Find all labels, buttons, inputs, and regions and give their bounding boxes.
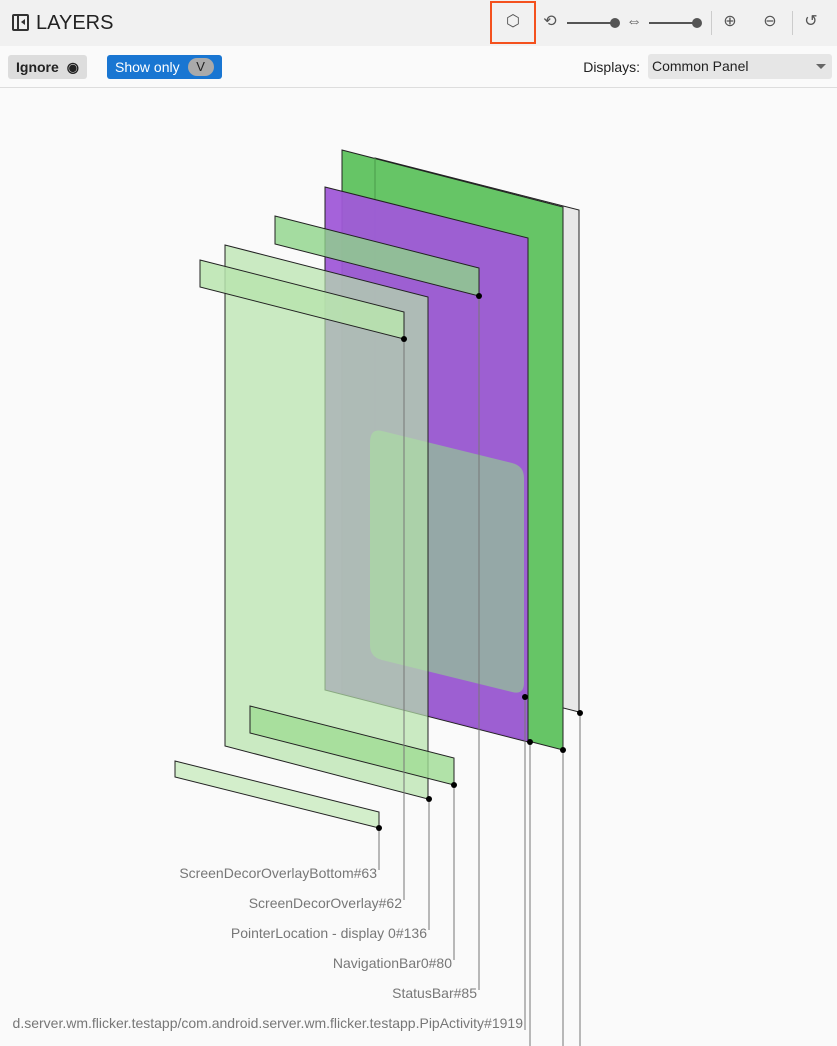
spacing-slider[interactable] [649, 22, 697, 24]
leader-lines [378, 296, 581, 1046]
displays-label: Displays: [583, 58, 640, 75]
zoom-in-icon[interactable]: ⊕ [723, 13, 737, 30]
rotation-slider[interactable] [567, 22, 615, 24]
eye-icon: ◉ [66, 59, 79, 75]
ignore-button[interactable]: Ignore ◉ [8, 55, 87, 79]
show-only-label: Show only [115, 59, 180, 75]
displays-select[interactable]: Common Panel [648, 54, 832, 79]
displays-value: Common Panel [652, 58, 749, 74]
panel-toggle-icon[interactable] [12, 14, 29, 31]
rotation-slider-handle[interactable] [610, 18, 620, 28]
anchor-dots [376, 293, 583, 831]
layers-3d-canvas[interactable]: ScreenDecorOverlayBottom#63 ScreenDecorO… [0, 88, 837, 1046]
layer-label[interactable]: NavigationBar0#80 [333, 955, 452, 971]
layer-label[interactable]: ScreenDecorOverlayBottom#63 [179, 865, 377, 881]
reset-history-icon[interactable]: ↺ [804, 13, 818, 30]
header: LAYERS ⬡ ⟲ ⇔ ⊕ ⊖ ↺ [0, 0, 837, 46]
page-title: LAYERS [36, 12, 114, 34]
3d-view-button[interactable]: ⬡ [490, 1, 536, 44]
spacing-icon: ⇔ [626, 13, 642, 30]
ignore-label: Ignore [16, 59, 59, 75]
show-only-button[interactable]: Show only V [107, 55, 222, 79]
layer-label[interactable]: d.server.wm.flicker.testapp/com.android.… [13, 1015, 524, 1031]
displays-row: Displays: Common Panel [583, 54, 832, 79]
layer-label[interactable]: ScreenDecorOverlay#62 [249, 895, 403, 911]
rotate-icon: ⟲ [543, 13, 557, 30]
3d-cube-icon: ⬡ [506, 13, 520, 30]
zoom-out-icon[interactable]: ⊖ [763, 13, 777, 30]
spacing-slider-handle[interactable] [692, 18, 702, 28]
dropdown-arrow-icon [816, 64, 826, 69]
shortcut-chip: V [187, 58, 214, 76]
layer-label[interactable]: StatusBar#85 [392, 985, 477, 1001]
layer-label[interactable]: PointerLocation - display 0#136 [231, 925, 427, 941]
